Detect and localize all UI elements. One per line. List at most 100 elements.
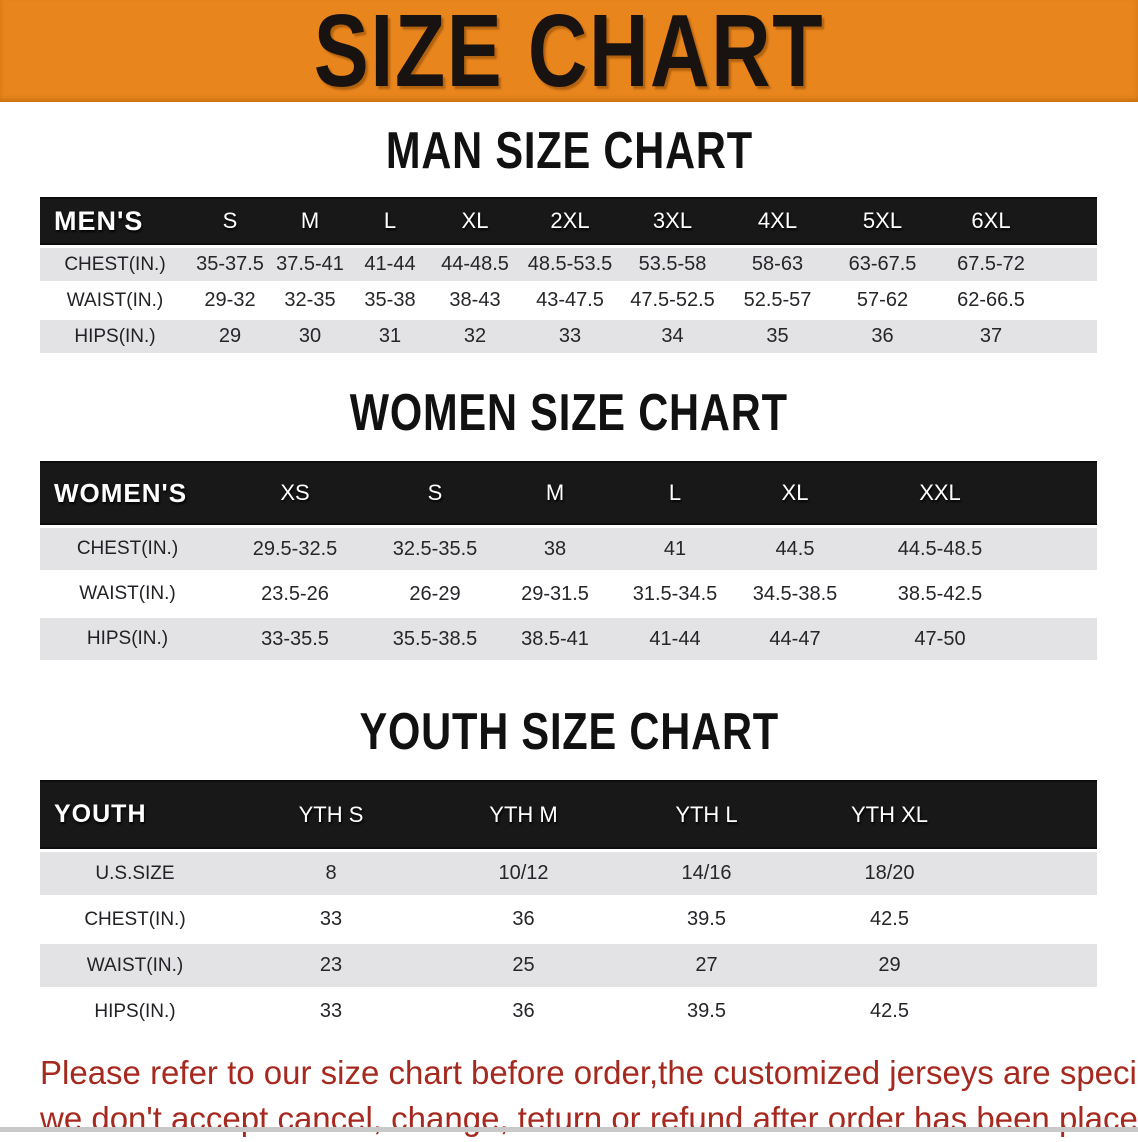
size-cell: 33 xyxy=(520,320,620,353)
size-cell: 38 xyxy=(495,528,615,570)
size-cell: 38.5-42.5 xyxy=(855,573,1097,615)
size-cell: 41-44 xyxy=(615,618,735,660)
disclaimer-line-1: Please refer to our size chart before or… xyxy=(40,1054,1138,1091)
women-header-row: WOMEN'S XS S M L XL XXL xyxy=(40,461,1097,525)
women-col-header: XXL xyxy=(855,461,1097,525)
women-hips-row: HIPS(IN.) 33-35.5 35.5-38.5 38.5-41 41-4… xyxy=(40,618,1097,660)
men-col-header: 3XL xyxy=(620,197,725,245)
men-col-header: L xyxy=(350,197,430,245)
size-cell: 36 xyxy=(432,898,615,941)
row-label: HIPS(IN.) xyxy=(40,618,215,660)
section-women: WOMEN SIZE CHART WOMEN'S XS S M L XL XXL xyxy=(0,386,1138,663)
men-section-heading-text: MAN SIZE CHART xyxy=(385,122,753,180)
size-cell: 39.5 xyxy=(615,898,798,941)
size-cell: 44-47 xyxy=(735,618,855,660)
youth-col-header: YTH L xyxy=(615,780,798,849)
row-label: CHEST(IN.) xyxy=(40,248,190,281)
section-men: MAN SIZE CHART MEN'S S M L XL 2XL 3XL 4X… xyxy=(0,124,1138,356)
size-cell: 42.5 xyxy=(798,898,1097,941)
size-cell: 58-63 xyxy=(725,248,830,281)
men-col-header: S xyxy=(190,197,270,245)
women-col-header: L xyxy=(615,461,735,525)
size-cell: 25 xyxy=(432,944,615,987)
size-cell: 39.5 xyxy=(615,990,798,1033)
size-cell: 42.5 xyxy=(798,990,1097,1033)
size-cell: 33 xyxy=(230,990,432,1033)
women-col-header: XL xyxy=(735,461,855,525)
size-cell: 43-47.5 xyxy=(520,284,620,317)
women-col-header: S xyxy=(375,461,495,525)
women-col-header: XS xyxy=(215,461,375,525)
size-cell: 35 xyxy=(725,320,830,353)
disclaimer: Please refer to our size chart before or… xyxy=(40,1050,1138,1142)
row-label: HIPS(IN.) xyxy=(40,990,230,1033)
men-col-header: XL xyxy=(430,197,520,245)
size-cell: 34.5-38.5 xyxy=(735,573,855,615)
size-cell: 52.5-57 xyxy=(725,284,830,317)
size-cell: 48.5-53.5 xyxy=(520,248,620,281)
row-label: WAIST(IN.) xyxy=(40,573,215,615)
youth-chest-row: CHEST(IN.) 33 36 39.5 42.5 xyxy=(40,898,1097,941)
size-cell: 29.5-32.5 xyxy=(215,528,375,570)
size-cell: 27 xyxy=(615,944,798,987)
youth-section-heading: YOUTH SIZE CHART xyxy=(0,705,1138,759)
size-cell: 31 xyxy=(350,320,430,353)
women-size-table: WOMEN'S XS S M L XL XXL CHEST(IN.) 29.5-… xyxy=(40,458,1097,663)
size-cell: 53.5-58 xyxy=(620,248,725,281)
youth-size-table: YOUTH YTH S YTH M YTH L YTH XL U.S.SIZE … xyxy=(40,777,1097,1036)
size-cell: 18/20 xyxy=(798,852,1097,895)
size-cell: 41-44 xyxy=(350,248,430,281)
youth-header-row: YOUTH YTH S YTH M YTH L YTH XL xyxy=(40,780,1097,849)
size-cell: 32.5-35.5 xyxy=(375,528,495,570)
size-cell: 23 xyxy=(230,944,432,987)
size-cell: 23.5-26 xyxy=(215,573,375,615)
disclaimer-line-2: we don't accept cancel, change, teturn o… xyxy=(40,1100,1138,1137)
size-cell: 35.5-38.5 xyxy=(375,618,495,660)
women-table-title: WOMEN'S xyxy=(40,461,215,525)
row-label: CHEST(IN.) xyxy=(40,528,215,570)
size-cell: 30 xyxy=(270,320,350,353)
size-cell: 44.5-48.5 xyxy=(855,528,1097,570)
men-table-title: MEN'S xyxy=(40,197,190,245)
size-cell: 36 xyxy=(830,320,935,353)
size-cell: 33 xyxy=(230,898,432,941)
size-cell: 62-66.5 xyxy=(935,284,1097,317)
size-cell: 44-48.5 xyxy=(430,248,520,281)
youth-ussize-row: U.S.SIZE 8 10/12 14/16 18/20 xyxy=(40,852,1097,895)
men-header-row: MEN'S S M L XL 2XL 3XL 4XL 5XL 6XL xyxy=(40,197,1097,245)
row-label: CHEST(IN.) xyxy=(40,898,230,941)
section-youth: YOUTH SIZE CHART YOUTH YTH S YTH M YTH L… xyxy=(0,705,1138,1036)
row-label: U.S.SIZE xyxy=(40,852,230,895)
size-cell: 67.5-72 xyxy=(935,248,1097,281)
women-waist-row: WAIST(IN.) 23.5-26 26-29 29-31.5 31.5-34… xyxy=(40,573,1097,615)
women-chest-row: CHEST(IN.) 29.5-32.5 32.5-35.5 38 41 44.… xyxy=(40,528,1097,570)
size-cell: 41 xyxy=(615,528,735,570)
men-col-header: 4XL xyxy=(725,197,830,245)
size-cell: 29 xyxy=(190,320,270,353)
size-cell: 35-38 xyxy=(350,284,430,317)
size-cell: 63-67.5 xyxy=(830,248,935,281)
men-chest-row: CHEST(IN.) 35-37.5 37.5-41 41-44 44-48.5… xyxy=(40,248,1097,281)
size-cell: 14/16 xyxy=(615,852,798,895)
size-cell: 38-43 xyxy=(430,284,520,317)
men-col-header: 6XL xyxy=(935,197,1097,245)
size-cell: 37 xyxy=(935,320,1097,353)
size-cell: 29-32 xyxy=(190,284,270,317)
size-cell: 31.5-34.5 xyxy=(615,573,735,615)
youth-col-header: YTH XL xyxy=(798,780,1097,849)
size-cell: 33-35.5 xyxy=(215,618,375,660)
size-cell: 37.5-41 xyxy=(270,248,350,281)
size-cell: 38.5-41 xyxy=(495,618,615,660)
youth-waist-row: WAIST(IN.) 23 25 27 29 xyxy=(40,944,1097,987)
row-label: WAIST(IN.) xyxy=(40,284,190,317)
youth-hips-row: HIPS(IN.) 33 36 39.5 42.5 xyxy=(40,990,1097,1033)
men-col-header: M xyxy=(270,197,350,245)
men-size-table: MEN'S S M L XL 2XL 3XL 4XL 5XL 6XL CHEST… xyxy=(40,194,1097,356)
women-col-header: M xyxy=(495,461,615,525)
image-bottom-edge xyxy=(0,1127,1138,1132)
size-cell: 57-62 xyxy=(830,284,935,317)
men-col-header: 2XL xyxy=(520,197,620,245)
women-section-heading: WOMEN SIZE CHART xyxy=(0,386,1138,440)
size-cell: 26-29 xyxy=(375,573,495,615)
